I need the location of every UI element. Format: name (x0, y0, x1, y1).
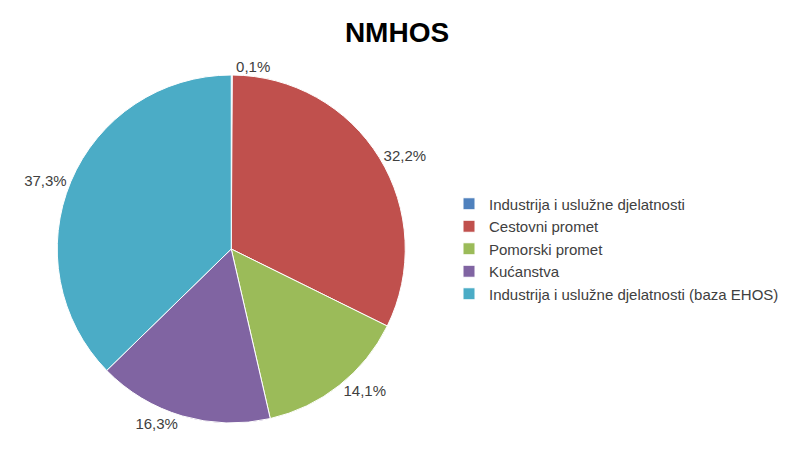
svg-text:37,3%: 37,3% (24, 172, 67, 189)
svg-text:0,1%: 0,1% (236, 58, 270, 75)
svg-text:Pomorski promet: Pomorski promet (489, 241, 603, 258)
svg-text:32,2%: 32,2% (384, 147, 427, 164)
svg-text:Industrija i uslužne djelatnos: Industrija i uslužne djelatnosti (baza E… (489, 286, 778, 303)
svg-text:Cestovni promet: Cestovni promet (489, 218, 599, 235)
svg-text:Industrija i uslužne djelatnos: Industrija i uslužne djelatnosti (489, 196, 685, 213)
svg-text:Kućanstva: Kućanstva (489, 263, 560, 280)
svg-text:NMHOS: NMHOS (345, 17, 449, 48)
svg-text:14,1%: 14,1% (343, 382, 386, 399)
svg-text:16,3%: 16,3% (135, 415, 178, 432)
